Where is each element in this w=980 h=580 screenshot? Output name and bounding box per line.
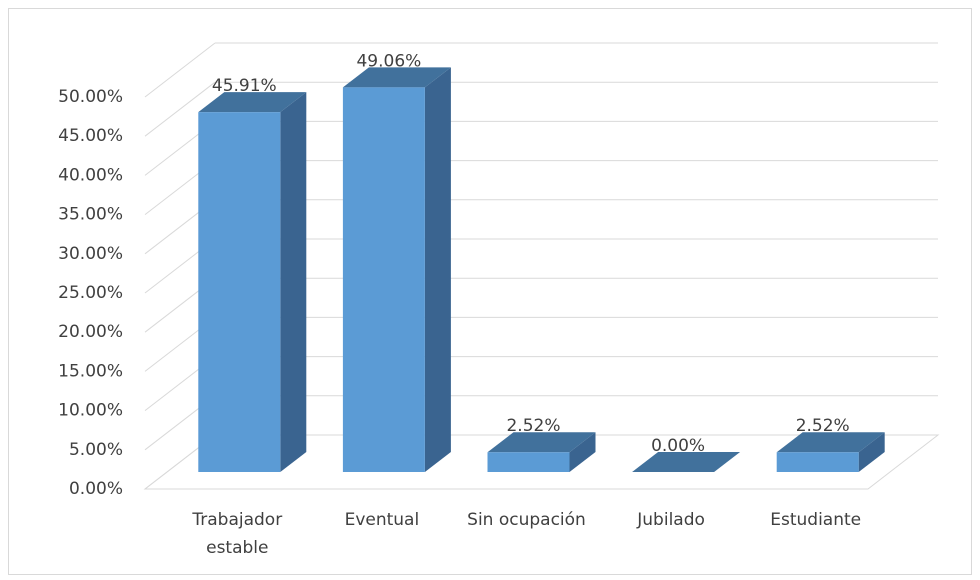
- y-tick-label: 50.00%: [58, 87, 123, 107]
- x-tick-label: Estudiante: [770, 510, 862, 530]
- bar-front: [487, 452, 570, 472]
- y-tick-label: 45.00%: [58, 126, 123, 146]
- bar: [342, 67, 451, 472]
- bar-top: [198, 92, 307, 113]
- y-tick-label: 20.00%: [58, 322, 123, 342]
- x-tick-label: Trabajador estable: [192, 510, 283, 558]
- bar-side: [280, 92, 307, 472]
- bar-front: [776, 452, 859, 472]
- y-tick-label: 30.00%: [58, 244, 123, 264]
- bar: [487, 432, 596, 472]
- x-tick-label: Jubilado: [637, 510, 705, 530]
- bar: [632, 452, 741, 472]
- x-tick-label: Sin ocupación: [467, 510, 586, 530]
- grid-line-side: [144, 42, 216, 98]
- bar-side: [569, 432, 596, 472]
- y-tick-label: 0.00%: [69, 479, 123, 499]
- y-tick-label: 25.00%: [58, 283, 123, 303]
- data-label: 49.06%: [356, 51, 421, 71]
- bar-side: [424, 67, 451, 472]
- data-label: 45.91%: [212, 76, 277, 96]
- chart-frame: [8, 8, 972, 575]
- data-label: 0.00%: [651, 436, 705, 456]
- bar-top: [342, 67, 451, 88]
- bar: [198, 92, 307, 472]
- grid-line-side: [144, 81, 216, 137]
- bar: [776, 432, 885, 472]
- y-tick-label: 35.00%: [58, 205, 123, 225]
- bar-front: [198, 112, 281, 472]
- bar-top: [632, 452, 741, 472]
- x-tick-label: Eventual: [344, 510, 420, 530]
- data-label: 2.52%: [796, 416, 850, 436]
- bar-top: [487, 432, 596, 453]
- bar-front: [342, 87, 425, 472]
- y-tick-label: 15.00%: [58, 361, 123, 381]
- data-label: 2.52%: [506, 416, 560, 436]
- y-tick-label: 10.00%: [58, 401, 123, 421]
- y-tick-label: 40.00%: [58, 165, 123, 185]
- bar-top: [776, 432, 885, 453]
- bar-side: [858, 432, 885, 472]
- y-tick-label: 5.00%: [69, 440, 123, 460]
